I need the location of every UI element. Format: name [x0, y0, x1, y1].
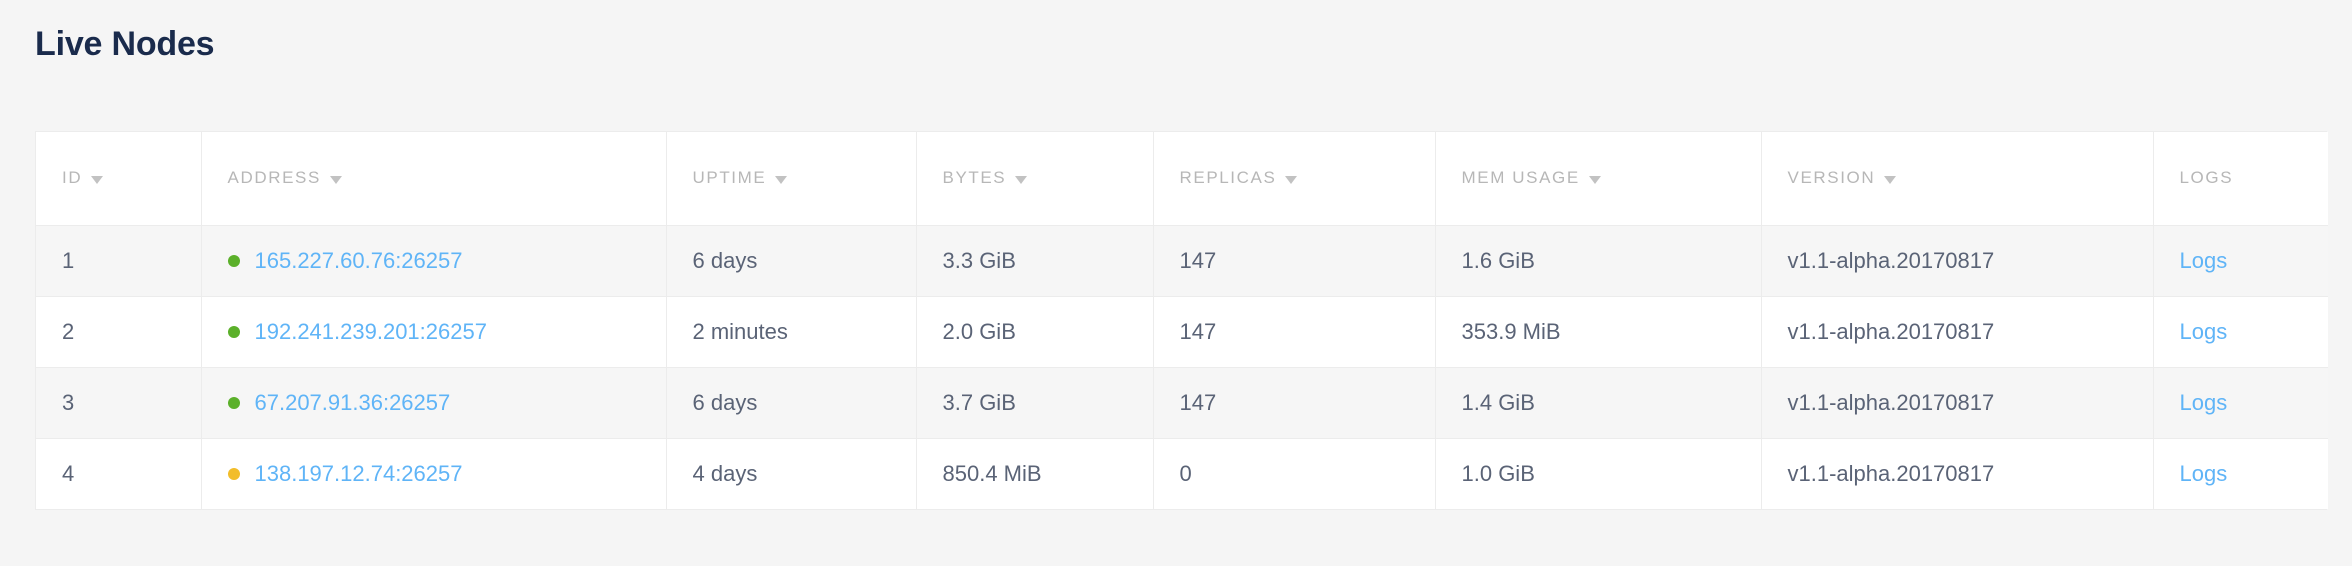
cell-mem-usage: 1.0 GiB	[1435, 437, 1762, 509]
cell-uptime: 2 minutes	[666, 295, 917, 367]
cell-logs: Logs	[2153, 224, 2328, 296]
column-header-logs: LOGS	[2153, 132, 2328, 225]
table-row: 1 165.227.60.76:26257 6 days 3.3 GiB 147…	[36, 224, 2328, 296]
table-header-row: ID ADDRESS UPTIME	[36, 132, 2328, 225]
table-row: 3 67.207.91.36:26257 6 days 3.7 GiB 147 …	[36, 366, 2328, 438]
cell-address: 67.207.91.36:26257	[201, 366, 667, 438]
column-header-mem-usage[interactable]: MEM USAGE	[1435, 132, 1762, 225]
cell-replicas: 147	[1153, 366, 1436, 438]
column-header-address[interactable]: ADDRESS	[201, 132, 667, 225]
cell-replicas: 147	[1153, 224, 1436, 296]
sort-descending-icon[interactable]	[775, 175, 788, 184]
column-header-logs-label: LOGS	[2179, 168, 2234, 188]
live-nodes-table-container: ID ADDRESS UPTIME	[35, 131, 2328, 510]
cell-bytes: 3.7 GiB	[916, 366, 1154, 438]
node-address-link[interactable]: 165.227.60.76:26257	[254, 247, 463, 273]
page-title: Live Nodes	[35, 25, 215, 63]
cell-version: v1.1-alpha.20170817	[1761, 437, 2154, 509]
sort-descending-icon[interactable]	[1588, 175, 1601, 184]
cell-id: 3	[36, 366, 202, 438]
node-address-link[interactable]: 138.197.12.74:26257	[254, 460, 463, 486]
sort-descending-icon[interactable]	[1285, 175, 1298, 184]
cell-bytes: 2.0 GiB	[916, 295, 1154, 367]
cell-id: 1	[36, 224, 202, 296]
cell-uptime: 4 days	[666, 437, 917, 509]
table-body: 1 165.227.60.76:26257 6 days 3.3 GiB 147…	[36, 224, 2328, 509]
column-header-id[interactable]: ID	[36, 132, 202, 225]
cell-bytes: 3.3 GiB	[916, 224, 1154, 296]
live-nodes-table: ID ADDRESS UPTIME	[36, 132, 2328, 509]
column-header-replicas[interactable]: REPLICAS	[1153, 132, 1436, 225]
sort-descending-icon[interactable]	[329, 175, 342, 184]
sort-descending-icon[interactable]	[91, 175, 104, 184]
sort-descending-icon[interactable]	[1884, 175, 1897, 184]
status-dot-healthy-icon	[227, 254, 240, 267]
column-header-id-label: ID	[62, 168, 83, 188]
logs-link[interactable]: Logs	[2179, 247, 2228, 273]
cell-mem-usage: 353.9 MiB	[1435, 295, 1762, 367]
column-header-uptime[interactable]: UPTIME	[666, 132, 917, 225]
cell-id: 4	[36, 437, 202, 509]
cell-address: 165.227.60.76:26257	[201, 224, 667, 296]
logs-link[interactable]: Logs	[2179, 389, 2228, 415]
column-header-mem-usage-label: MEM USAGE	[1461, 168, 1580, 188]
logs-link[interactable]: Logs	[2179, 318, 2228, 344]
cell-replicas: 0	[1153, 437, 1436, 509]
logs-link[interactable]: Logs	[2179, 460, 2228, 486]
status-dot-healthy-icon	[227, 396, 240, 409]
table-header: ID ADDRESS UPTIME	[36, 132, 2328, 225]
table-row: 4 138.197.12.74:26257 4 days 850.4 MiB 0…	[36, 437, 2328, 509]
cell-bytes: 850.4 MiB	[916, 437, 1154, 509]
column-header-version[interactable]: VERSION	[1761, 132, 2154, 225]
sort-descending-icon[interactable]	[1015, 175, 1028, 184]
cell-mem-usage: 1.6 GiB	[1435, 224, 1762, 296]
node-address-link[interactable]: 67.207.91.36:26257	[254, 389, 451, 415]
cell-address: 138.197.12.74:26257	[201, 437, 667, 509]
cell-uptime: 6 days	[666, 224, 917, 296]
cell-logs: Logs	[2153, 437, 2328, 509]
cell-version: v1.1-alpha.20170817	[1761, 224, 2154, 296]
column-header-version-label: VERSION	[1787, 168, 1876, 188]
column-header-bytes[interactable]: BYTES	[916, 132, 1154, 225]
status-dot-healthy-icon	[227, 325, 240, 338]
cell-replicas: 147	[1153, 295, 1436, 367]
column-header-uptime-label: UPTIME	[692, 168, 767, 188]
cell-uptime: 6 days	[666, 366, 917, 438]
cell-logs: Logs	[2153, 295, 2328, 367]
column-header-bytes-label: BYTES	[942, 168, 1007, 188]
column-header-replicas-label: REPLICAS	[1179, 168, 1277, 188]
status-dot-warning-icon	[227, 467, 240, 480]
node-address-link[interactable]: 192.241.239.201:26257	[254, 318, 487, 344]
cell-logs: Logs	[2153, 366, 2328, 438]
cell-version: v1.1-alpha.20170817	[1761, 366, 2154, 438]
table-row: 2 192.241.239.201:26257 2 minutes 2.0 Gi…	[36, 295, 2328, 367]
column-header-address-label: ADDRESS	[227, 168, 321, 188]
cell-version: v1.1-alpha.20170817	[1761, 295, 2154, 367]
cell-mem-usage: 1.4 GiB	[1435, 366, 1762, 438]
cell-address: 192.241.239.201:26257	[201, 295, 667, 367]
cell-id: 2	[36, 295, 202, 367]
